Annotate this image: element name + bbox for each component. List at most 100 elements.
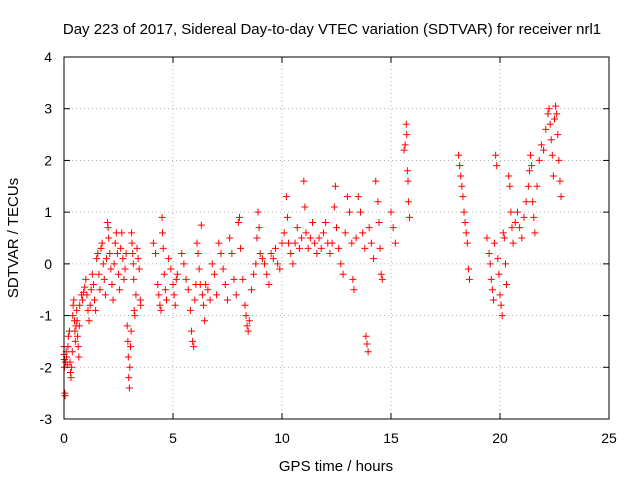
x-tick-label: 25 (601, 430, 617, 446)
data-point (158, 213, 166, 221)
data-point (98, 239, 106, 247)
data-point (125, 374, 133, 382)
data-point (160, 270, 168, 278)
data-point (232, 291, 240, 299)
data-point (89, 281, 97, 289)
data-point (178, 250, 186, 258)
data-point (518, 234, 526, 242)
data-point (74, 343, 82, 351)
data-point (553, 110, 561, 118)
data-point (165, 255, 173, 263)
y-tick-label: 3 (44, 101, 52, 117)
data-point (346, 208, 354, 216)
data-point (126, 363, 134, 371)
data-point (154, 281, 162, 289)
data-point (149, 239, 157, 247)
data-point (283, 213, 291, 221)
data-point (86, 301, 94, 309)
data-point (92, 306, 100, 314)
data-point (522, 198, 530, 206)
data-point (135, 265, 143, 273)
x-tick-label: 10 (274, 430, 290, 446)
data-point (224, 296, 231, 304)
data-point (300, 177, 308, 185)
data-point (73, 306, 81, 314)
data-point (221, 281, 229, 289)
data-point (159, 229, 167, 237)
data-point (134, 255, 142, 263)
y-tick-label: 2 (44, 152, 52, 168)
data-point (81, 283, 89, 291)
data-point (456, 162, 464, 170)
data-point (337, 260, 345, 268)
data-point (155, 291, 163, 299)
data-point (280, 229, 288, 237)
data-point (500, 234, 508, 242)
data-point (245, 317, 253, 325)
data-point (234, 218, 242, 226)
data-point (549, 172, 557, 180)
data-point (271, 244, 279, 252)
data-point (97, 244, 105, 252)
data-point (124, 337, 132, 345)
data-point (354, 193, 362, 201)
data-point (82, 275, 90, 283)
data-point (459, 193, 467, 201)
data-point (505, 172, 513, 180)
data-point (96, 286, 104, 294)
data-point (349, 275, 357, 283)
data-point (302, 229, 310, 237)
data-point (556, 177, 564, 185)
data-point (117, 244, 125, 252)
data-point (503, 281, 511, 289)
data-point (120, 275, 128, 283)
data-point (119, 255, 127, 263)
data-point (104, 224, 112, 232)
data-point (258, 255, 266, 263)
chart-title: Day 223 of 2017, Sidereal Day-to-day VTE… (63, 21, 601, 38)
data-point (195, 265, 203, 273)
data-point (317, 244, 325, 252)
data-point (68, 348, 76, 356)
data-point (228, 250, 236, 258)
data-point (201, 317, 209, 325)
x-tick-label: 15 (383, 430, 399, 446)
data-point (167, 265, 175, 273)
data-point (241, 301, 249, 309)
data-point (197, 221, 205, 229)
data-point (128, 229, 136, 237)
data-point (530, 213, 538, 221)
data-point (76, 301, 84, 309)
data-point (464, 265, 472, 273)
data-point (491, 239, 499, 247)
data-point (71, 337, 79, 345)
data-point (157, 306, 165, 314)
data-point (293, 224, 301, 232)
data-point (247, 286, 255, 294)
data-point (137, 301, 145, 309)
data-point (511, 218, 519, 226)
data-point (389, 224, 397, 232)
data-point (79, 296, 87, 304)
data-point (375, 218, 383, 226)
plot-frame (63, 56, 610, 420)
data-point (105, 234, 113, 242)
data-point (501, 260, 509, 268)
data-point (509, 239, 517, 247)
data-point (88, 270, 96, 278)
y-tick-labels: -3 -2 -1 0 1 2 3 4 (40, 49, 53, 427)
data-point (64, 332, 72, 340)
data-point (372, 177, 380, 185)
x-tick-labels: 0 5 10 15 20 25 (60, 430, 617, 446)
data-point (528, 162, 536, 170)
data-point (331, 182, 339, 190)
data-point (403, 167, 411, 175)
data-point (547, 136, 555, 144)
data-point (210, 270, 218, 278)
data-point (217, 250, 225, 258)
data-point (489, 296, 497, 304)
data-point (554, 131, 562, 139)
data-point (499, 229, 507, 237)
data-point (252, 260, 260, 268)
